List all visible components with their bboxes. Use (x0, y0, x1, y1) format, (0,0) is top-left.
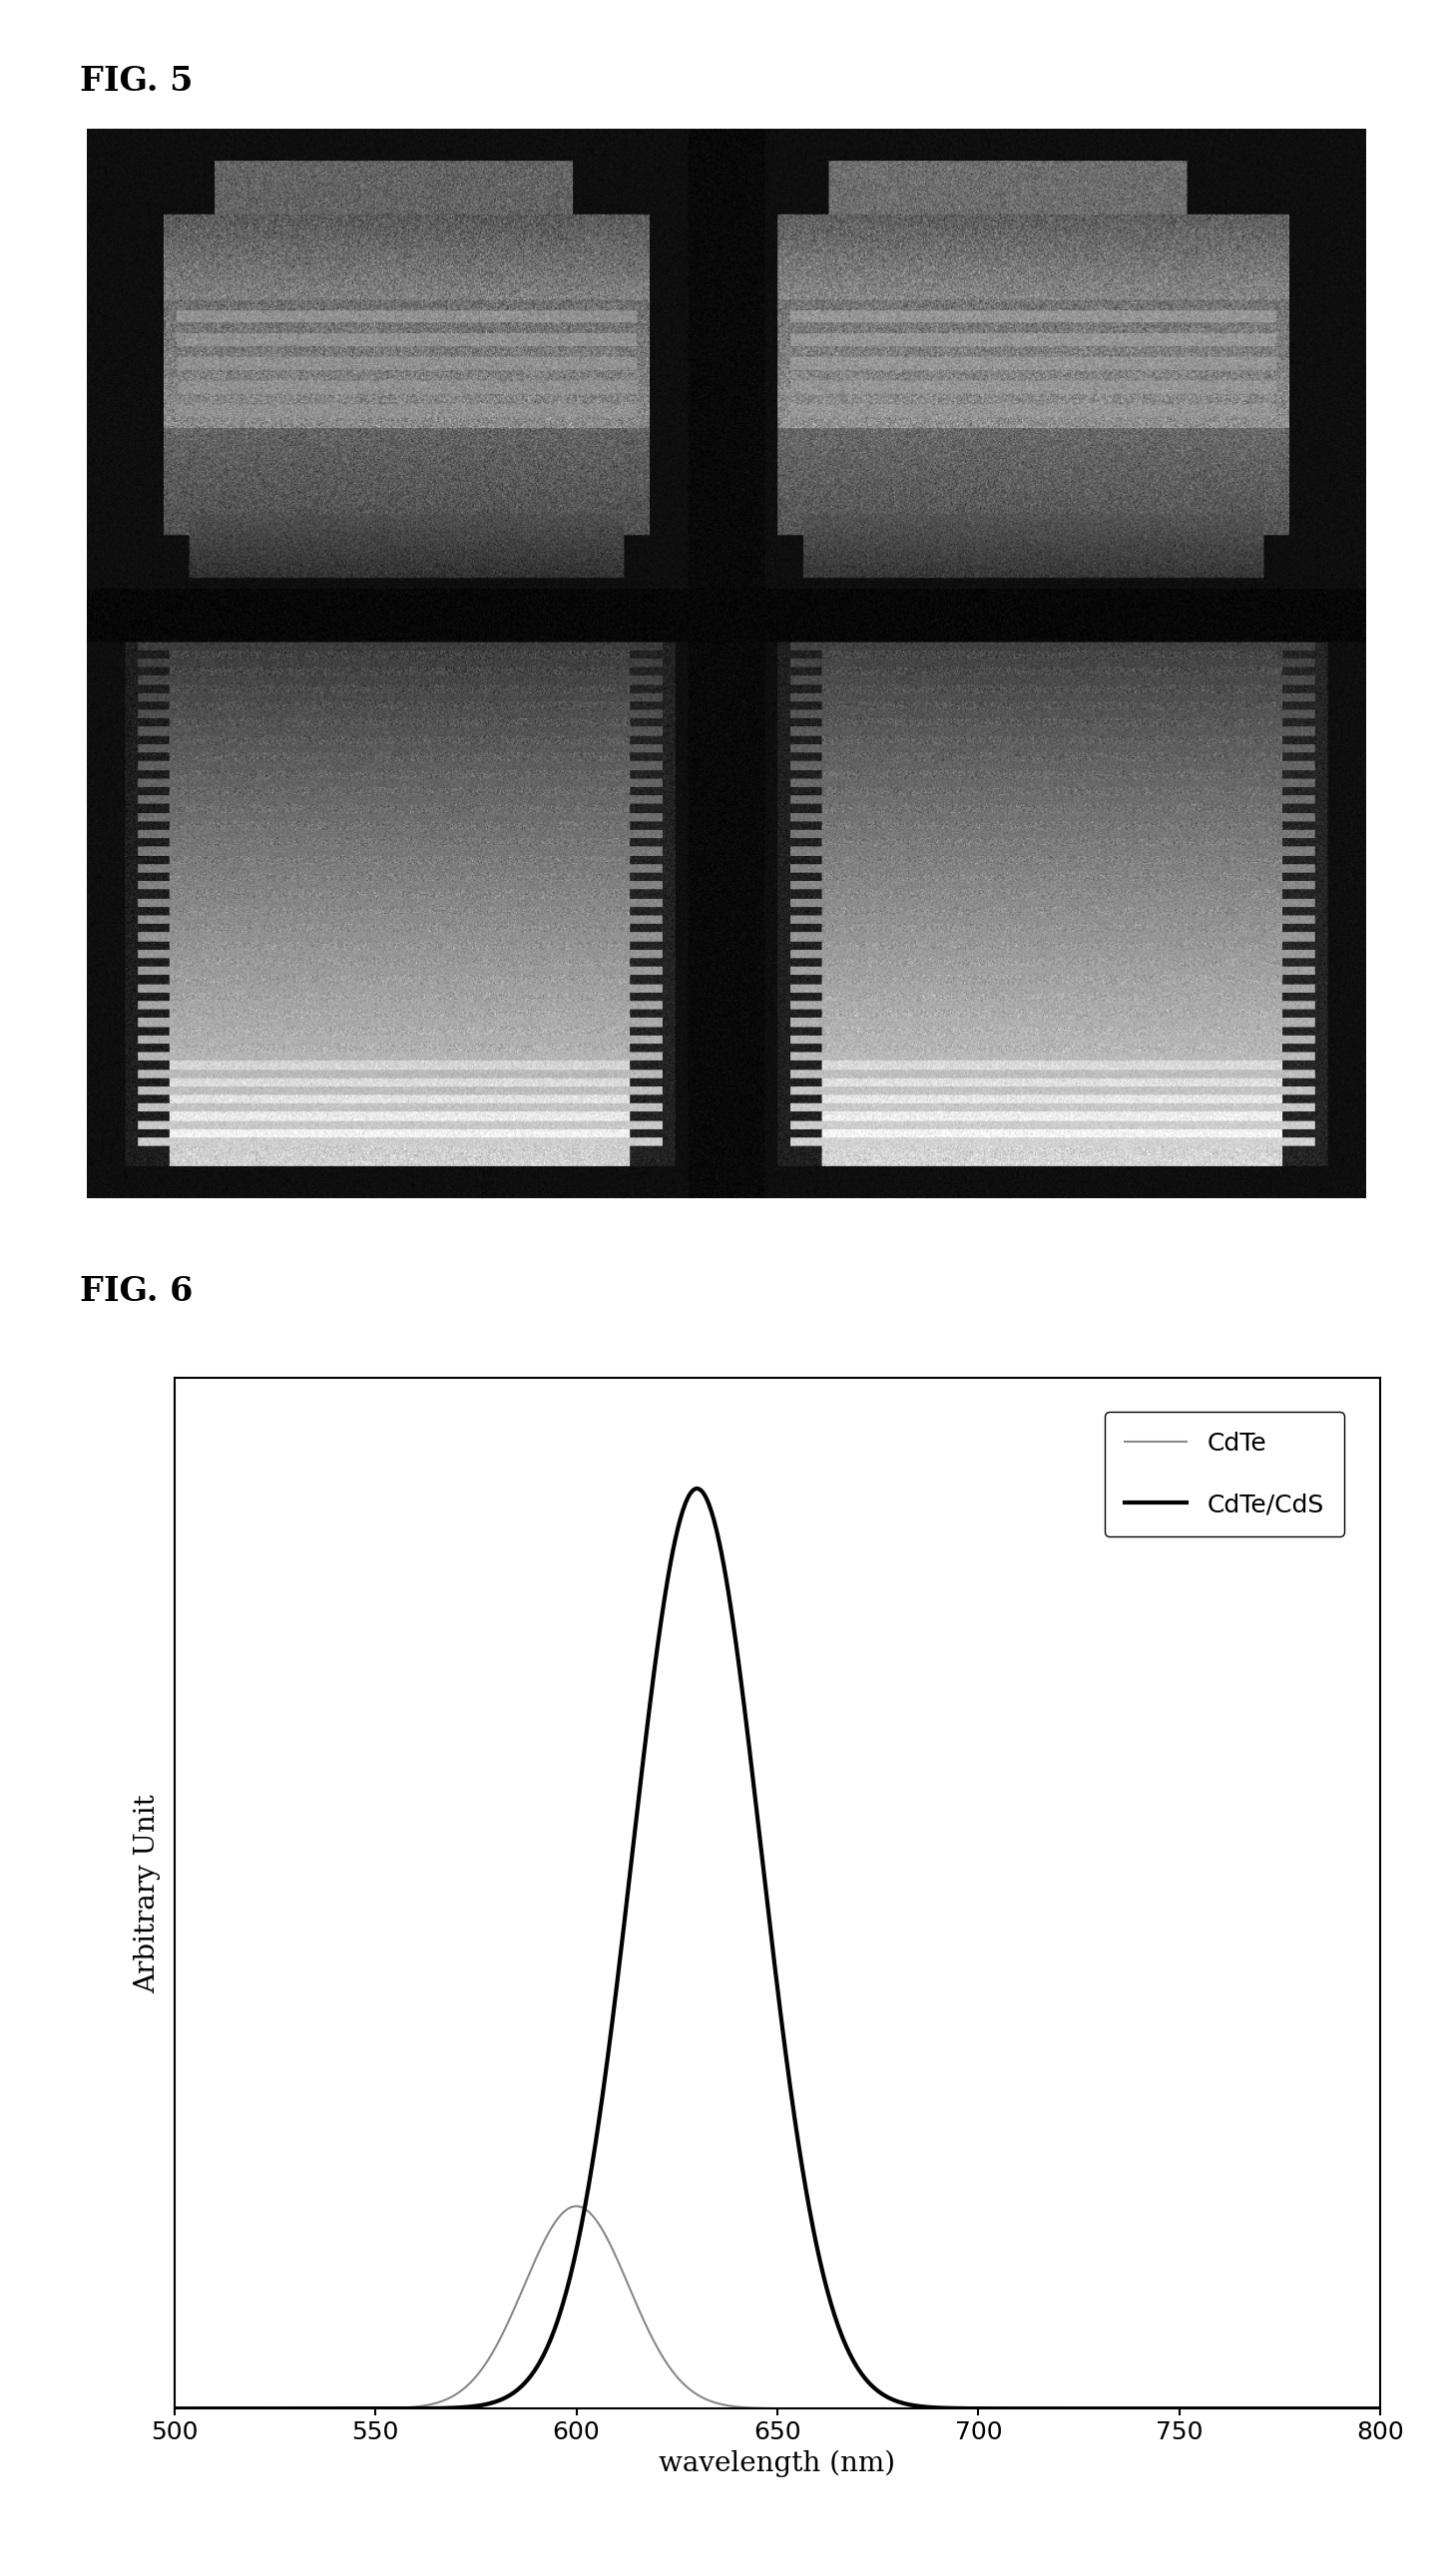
CdTe/CdS (1372, 2393, 1389, 2424)
Y-axis label: Arbitrary Unit: Arbitrary Unit (134, 1793, 160, 1994)
CdTe/CdS (1129, 2393, 1146, 2424)
CdTe/CdS (1107, 2393, 1125, 2424)
CdTe/CdS (654, 1600, 671, 1631)
CdTe (289, 2393, 307, 2424)
Text: FIG. 5: FIG. 5 (80, 64, 193, 98)
CdTe (166, 2393, 183, 2424)
X-axis label: wavelength (nm): wavelength (nm) (660, 2450, 895, 2478)
CdTe/CdS (689, 1473, 706, 1504)
CdTe (654, 2342, 671, 2372)
Line: CdTe/CdS: CdTe/CdS (174, 1489, 1380, 2409)
CdTe (1129, 2393, 1146, 2424)
CdTe (568, 2190, 586, 2221)
CdTe/CdS (166, 2393, 183, 2424)
CdTe/CdS (289, 2393, 307, 2424)
CdTe/CdS (697, 1484, 715, 1515)
CdTe (1372, 2393, 1389, 2424)
CdTe/CdS (995, 2393, 1013, 2424)
CdTe (697, 2385, 715, 2416)
CdTe (1107, 2393, 1125, 2424)
Legend: CdTe, CdTe/CdS: CdTe, CdTe/CdS (1104, 1412, 1344, 1535)
CdTe (995, 2393, 1013, 2424)
Line: CdTe: CdTe (174, 2205, 1380, 2409)
Text: FIG. 6: FIG. 6 (80, 1275, 193, 1309)
